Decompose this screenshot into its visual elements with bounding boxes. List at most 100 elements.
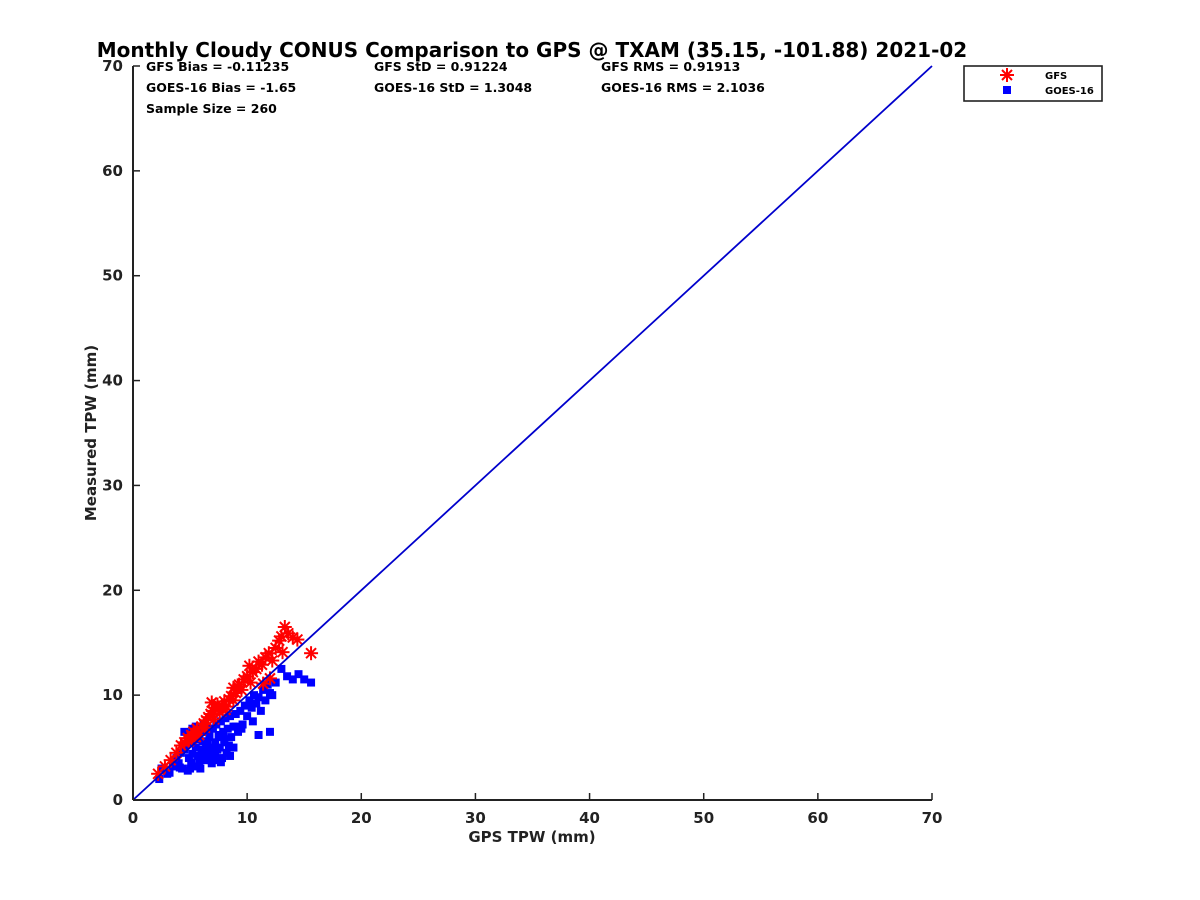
- goes-rms-text: GOES-16 RMS = 2.1036: [601, 80, 765, 95]
- stats-block: GFS Bias = -0.11235 GFS StD = 0.91224 GF…: [146, 59, 765, 116]
- goes-16-point: [195, 759, 204, 768]
- goes-16-point: [300, 675, 309, 684]
- goes-16-point: [265, 727, 274, 736]
- goes-16-point: [155, 775, 164, 784]
- goes-16-point: [268, 691, 277, 700]
- y-tick-label: 40: [102, 372, 123, 390]
- gfs-std-text: GFS StD = 0.91224: [374, 59, 508, 74]
- goes-16-point: [175, 763, 184, 772]
- x-tick-label: 40: [579, 809, 600, 827]
- x-tick-label: 10: [237, 809, 258, 827]
- goes-16-point: [200, 756, 209, 765]
- goes-16-point: [196, 764, 205, 773]
- chart-title: Monthly Cloudy CONUS Comparison to GPS @…: [97, 38, 967, 62]
- x-tick-label: 30: [465, 809, 486, 827]
- goes-16-point: [238, 720, 247, 729]
- goes-16-point: [252, 699, 261, 708]
- x-axis-label: GPS TPW (mm): [468, 828, 595, 846]
- sample-size-text: Sample Size = 260: [146, 101, 277, 116]
- x-tick-label: 50: [693, 809, 714, 827]
- legend-goes-marker: [1003, 86, 1011, 94]
- goes-16-point: [219, 727, 228, 736]
- legend-goes-label: GOES-16: [1045, 86, 1094, 97]
- goes-16-point: [187, 758, 196, 767]
- goes-16-point: [165, 768, 174, 777]
- gfs-point: [232, 677, 247, 692]
- goes-16-point: [203, 738, 212, 747]
- goes-16-point: [277, 664, 286, 673]
- goes-16-point: [226, 751, 235, 760]
- goes-std-text: GOES-16 StD = 1.3048: [374, 80, 532, 95]
- goes-16-point: [215, 743, 224, 752]
- goes-16-point: [263, 680, 272, 689]
- goes-16-point: [186, 764, 195, 773]
- x-axis-ticks: 0 10 20 30 40 50 60 70: [128, 793, 943, 827]
- legend-box: [963, 65, 1103, 102]
- goes-16-point: [199, 727, 208, 736]
- goes-16-point: [206, 743, 215, 752]
- goes-16-point: [261, 696, 270, 705]
- legend-gfs-marker: [1000, 68, 1014, 82]
- goes-16-point: [294, 670, 303, 679]
- goes-16-point: [227, 733, 236, 742]
- goes-16-point: [220, 738, 229, 747]
- goes-16-point: [237, 724, 246, 733]
- y-tick-label: 20: [102, 581, 123, 599]
- y-tick-label: 50: [102, 267, 123, 285]
- goes-16-point: [231, 722, 240, 731]
- gfs-point: [207, 712, 222, 727]
- gfs-point: [265, 653, 280, 668]
- gfs-point: [304, 646, 319, 661]
- goes-16-point: [216, 717, 225, 726]
- x-tick-label: 70: [922, 809, 943, 827]
- gfs-bias-text: GFS Bias = -0.11235: [146, 59, 289, 74]
- goes-16-point: [216, 758, 225, 767]
- goes-16-point: [254, 730, 263, 739]
- gfs-point: [243, 675, 258, 690]
- gfs-point: [277, 619, 292, 634]
- goes-16-point: [208, 724, 217, 733]
- goes-16-point: [174, 759, 183, 768]
- gfs-point: [262, 671, 277, 686]
- goes-16-point: [283, 672, 292, 681]
- goes-16-point: [180, 727, 189, 736]
- legend-gfs-label: GFS: [1045, 71, 1067, 82]
- goes-16-point: [226, 712, 235, 721]
- gfs-point: [275, 645, 290, 660]
- goes-16-point: [190, 762, 199, 771]
- y-axis-label: Measured TPW (mm): [82, 345, 100, 521]
- axes: 0 10 20 30 40 50 60 70 0 10 20 30 40 50 60 70: [102, 57, 942, 827]
- goes-16-point: [240, 701, 249, 710]
- goes-16-point: [221, 714, 230, 723]
- gfs-series: [151, 619, 319, 781]
- goes-16-point: [191, 743, 200, 752]
- goes-16-point: [197, 748, 206, 757]
- y-tick-label: 70: [102, 57, 123, 75]
- y-tick-label: 30: [102, 476, 123, 494]
- y-tick-label: 10: [102, 686, 123, 704]
- legend: GFS GOES-16: [963, 65, 1103, 102]
- goes-16-point: [206, 756, 215, 765]
- goes-16-point: [254, 693, 263, 702]
- goes-16-point: [307, 678, 316, 687]
- one-to-one-reference-line: [132, 65, 933, 801]
- x-tick-label: 0: [128, 809, 138, 827]
- y-tick-label: 0: [113, 791, 123, 809]
- goes-16-point: [168, 762, 177, 771]
- goes-16-point: [231, 710, 240, 719]
- goes-16-point: [288, 675, 297, 684]
- goes-16-point: [247, 703, 256, 712]
- goes-16-point: [248, 717, 257, 726]
- x-tick-label: 20: [351, 809, 372, 827]
- goes-16-point: [229, 743, 238, 752]
- gfs-point: [290, 632, 305, 647]
- goes-16-point: [256, 706, 265, 715]
- goes-16-point: [271, 678, 280, 687]
- x-tick-label: 60: [807, 809, 828, 827]
- y-tick-label: 60: [102, 162, 123, 180]
- goes-16-point: [204, 748, 213, 757]
- y-axis-ticks: 0 10 20 30 40 50 60 70: [102, 57, 140, 809]
- goes-16-point: [184, 754, 193, 763]
- goes-16-point: [218, 733, 227, 742]
